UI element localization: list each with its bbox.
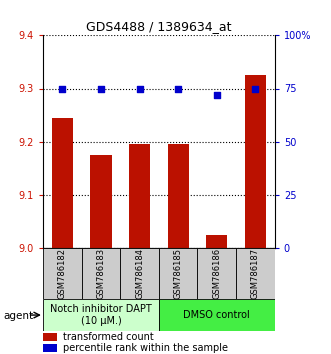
Bar — [43, 248, 82, 299]
Text: DMSO control: DMSO control — [183, 310, 250, 320]
Bar — [236, 248, 275, 299]
Bar — [206, 235, 227, 248]
Bar — [43, 333, 57, 341]
Point — [175, 86, 181, 91]
Bar — [198, 248, 236, 299]
Text: GSM786187: GSM786187 — [251, 248, 260, 299]
Point — [60, 86, 65, 91]
Bar — [159, 248, 198, 299]
Bar — [43, 344, 57, 352]
Title: GDS4488 / 1389634_at: GDS4488 / 1389634_at — [86, 20, 232, 33]
Bar — [43, 299, 159, 331]
Text: GSM786183: GSM786183 — [96, 248, 106, 299]
Bar — [90, 155, 112, 248]
Text: GSM786182: GSM786182 — [58, 248, 67, 299]
Text: Notch inhibitor DAPT
(10 μM.): Notch inhibitor DAPT (10 μM.) — [50, 304, 152, 326]
Text: transformed count: transformed count — [63, 332, 154, 342]
Text: GSM786184: GSM786184 — [135, 248, 144, 299]
Point — [137, 86, 142, 91]
Point — [253, 86, 258, 91]
Text: GSM786185: GSM786185 — [174, 248, 183, 299]
Point — [214, 92, 219, 98]
Point — [98, 86, 104, 91]
Bar — [52, 118, 73, 248]
Bar — [167, 144, 189, 248]
Text: agent: agent — [3, 311, 33, 321]
Bar — [82, 248, 120, 299]
Bar — [129, 144, 150, 248]
Bar — [159, 299, 275, 331]
Text: percentile rank within the sample: percentile rank within the sample — [63, 343, 228, 353]
Bar — [120, 248, 159, 299]
Text: GSM786186: GSM786186 — [212, 248, 221, 299]
Bar — [245, 75, 266, 248]
